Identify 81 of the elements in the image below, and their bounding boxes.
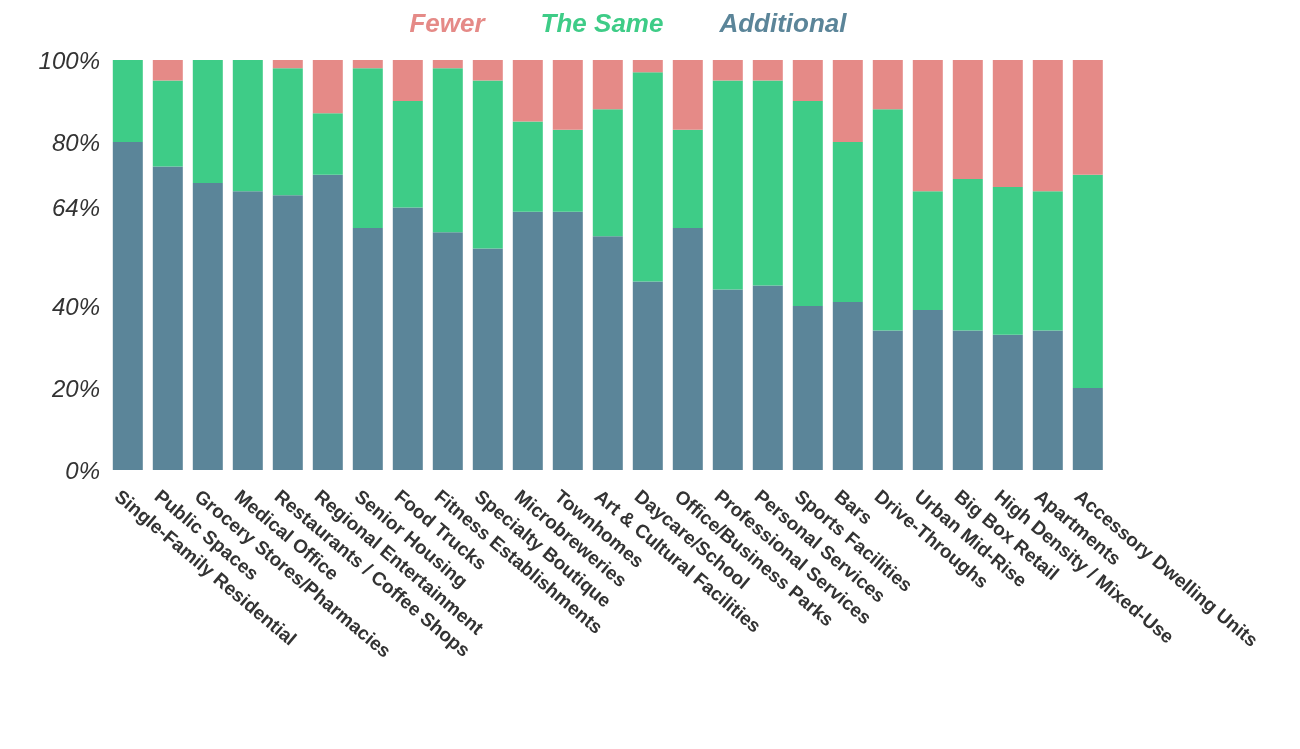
bar xyxy=(632,281,663,470)
bar xyxy=(632,72,663,282)
bar xyxy=(592,236,623,470)
bar xyxy=(952,178,983,331)
bar xyxy=(552,129,583,212)
bar xyxy=(1032,60,1063,192)
bar xyxy=(392,101,423,208)
text: Additional xyxy=(719,8,847,40)
bar xyxy=(552,211,583,470)
bar xyxy=(312,174,343,470)
bar xyxy=(392,207,423,470)
bar xyxy=(392,60,423,101)
series-label: The Same xyxy=(540,8,664,40)
bar xyxy=(792,60,823,101)
bar xyxy=(832,60,863,142)
bar xyxy=(752,80,783,286)
bar xyxy=(472,60,503,81)
bar xyxy=(192,60,223,183)
bar xyxy=(232,191,263,470)
bar xyxy=(472,80,503,249)
bar xyxy=(752,285,783,470)
bar xyxy=(232,60,263,192)
bar xyxy=(472,248,503,470)
bar xyxy=(552,60,583,130)
bar xyxy=(1032,330,1063,470)
bar xyxy=(112,60,143,142)
bar xyxy=(352,68,383,229)
bar xyxy=(992,60,1023,188)
bar xyxy=(152,80,183,167)
bar xyxy=(992,187,1023,335)
bar xyxy=(712,289,743,470)
bar xyxy=(312,113,343,175)
bar xyxy=(832,301,863,470)
y-tick-label: 0% xyxy=(65,456,100,484)
bar xyxy=(632,60,663,73)
bar xyxy=(1072,388,1103,470)
series-label: Fewer xyxy=(409,8,485,40)
bar xyxy=(832,142,863,302)
bar xyxy=(512,121,543,212)
bar xyxy=(992,334,1023,470)
bar xyxy=(672,129,703,229)
bar xyxy=(432,232,463,470)
bar xyxy=(872,60,903,110)
y-tick-label: 80% xyxy=(51,128,100,156)
bar xyxy=(432,68,463,233)
bar xyxy=(192,183,223,470)
bar xyxy=(152,60,183,81)
bar xyxy=(592,109,623,237)
bar xyxy=(952,60,983,179)
y-tick-label: 100% xyxy=(38,46,100,74)
bar xyxy=(672,228,703,470)
bar xyxy=(912,310,943,470)
y-tick-label: 20% xyxy=(50,374,100,402)
bar xyxy=(432,60,463,69)
bar xyxy=(872,109,903,331)
bar xyxy=(272,68,303,196)
bar xyxy=(512,211,543,470)
bar xyxy=(712,80,743,290)
bar xyxy=(112,142,143,470)
bar xyxy=(592,60,623,110)
bar xyxy=(672,60,703,130)
bar xyxy=(272,60,303,69)
bar xyxy=(1032,191,1063,331)
bar xyxy=(272,195,303,470)
y-tick-label: 64% xyxy=(51,194,100,222)
bar xyxy=(912,191,943,311)
bar xyxy=(152,166,183,470)
bar xyxy=(512,60,543,122)
bar xyxy=(352,60,383,69)
bar xyxy=(792,101,823,306)
bar xyxy=(312,60,343,114)
bar xyxy=(352,228,383,470)
bar xyxy=(1072,174,1103,388)
bar xyxy=(952,330,983,470)
bar xyxy=(712,60,743,81)
bar xyxy=(792,306,823,470)
bar xyxy=(752,60,783,81)
bar xyxy=(872,330,903,470)
bar xyxy=(1072,60,1103,175)
bar xyxy=(912,60,943,192)
y-tick-label: 40% xyxy=(51,292,100,320)
